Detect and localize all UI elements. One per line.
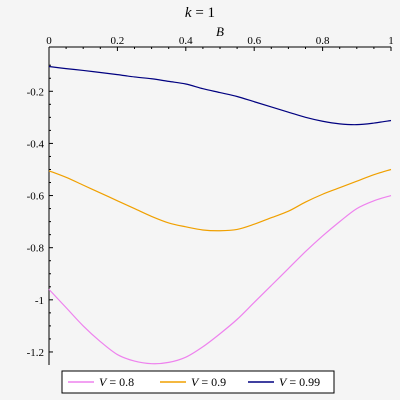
chart-title-variable: k (185, 5, 192, 21)
axes: 0 0.2 0.4 0.6 0.8 1 -0.2 -0.4 -0.6 -0.8 -1 -1.2 (27, 35, 394, 365)
chart-title-rest: = 1 (192, 5, 215, 21)
x-tick-label: 0.8 (316, 35, 330, 47)
x-tick-label: 0.2 (111, 35, 125, 47)
x-tick-label: 0.4 (179, 35, 193, 47)
x-tick-label: 0 (46, 35, 52, 47)
legend: V = 0.8 V = 0.9 V = 0.99 (61, 370, 335, 394)
x-axis-title: B (216, 24, 224, 39)
plot-area (48, 65, 392, 365)
chart-title: k = 1 (185, 5, 215, 21)
y-tick-label: -1.2 (27, 347, 44, 359)
y-tick-label: -0.6 (27, 191, 45, 203)
legend-label-3: V = 0.99 (279, 375, 320, 389)
x-tick-label: 0.6 (247, 35, 261, 47)
legend-value: = 0.8 (106, 375, 134, 389)
legend-value: = 0.9 (198, 375, 226, 389)
series-line-1 (48, 194, 392, 365)
y-tick-label: -0.4 (27, 138, 45, 150)
x-tick-label: 1 (388, 35, 394, 47)
legend-variable: V (279, 375, 288, 389)
legend-label-2: V = 0.9 (191, 375, 226, 389)
legend-variable: V (99, 375, 108, 389)
series-line-2 (48, 168, 392, 232)
legend-box (61, 370, 335, 394)
legend-variable: V (191, 375, 200, 389)
y-tick-label: -1 (35, 295, 44, 307)
y-tick-label: -0.8 (27, 243, 45, 255)
y-tick-label: -0.2 (27, 86, 44, 98)
legend-value: = 0.99 (286, 375, 320, 389)
series-line-3 (48, 65, 392, 126)
chart-title-group: k = 1 (185, 5, 215, 21)
legend-label-1: V = 0.8 (99, 375, 134, 389)
